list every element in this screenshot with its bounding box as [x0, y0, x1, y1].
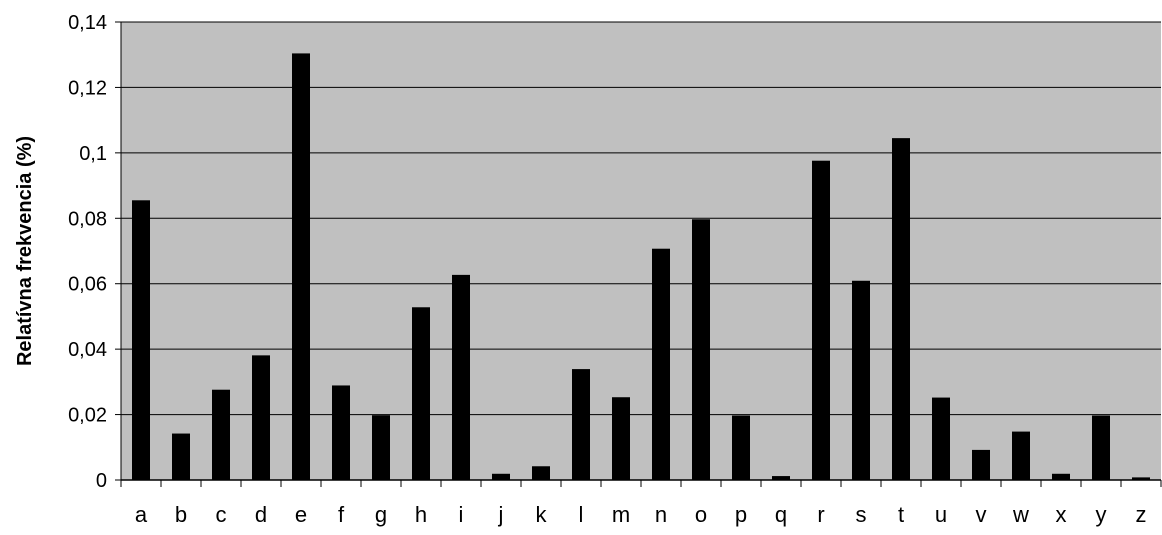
bar-t [892, 138, 910, 480]
bar-k [532, 466, 550, 480]
x-tick-label: s [856, 502, 867, 527]
x-tick-label: e [295, 502, 307, 527]
y-tick-label: 0,06 [68, 274, 107, 296]
x-tick-label: b [175, 502, 187, 527]
plot-area [121, 22, 1161, 480]
x-tick-label: u [935, 502, 947, 527]
bar-f [332, 385, 350, 480]
bar-c [212, 389, 230, 480]
x-tick-label: f [338, 502, 345, 527]
x-tick-label: z [1136, 502, 1147, 527]
x-tick-label: a [135, 502, 148, 527]
x-tick-label: j [498, 502, 504, 527]
x-tick-label: y [1096, 502, 1107, 527]
x-tick-label: k [536, 502, 548, 527]
x-tick-label: o [695, 502, 707, 527]
bar-q [772, 476, 790, 480]
bar-u [932, 397, 950, 480]
bar-a [132, 200, 150, 481]
bar-g [372, 415, 390, 480]
y-tick-label: 0,08 [68, 208, 107, 230]
bar-m [612, 397, 630, 480]
x-tick-label: d [255, 502, 267, 527]
y-tick-label: 0,12 [68, 77, 107, 99]
y-tick-label: 0,04 [68, 339, 107, 361]
bar-l [572, 369, 590, 480]
bar-e [292, 53, 310, 481]
y-tick-label: 0,14 [68, 12, 107, 34]
bar-n [652, 248, 670, 480]
x-tick-label: v [976, 502, 987, 527]
bar-s [852, 280, 870, 480]
bar-p [732, 415, 750, 480]
bar-x [1052, 473, 1070, 480]
bar-h [412, 307, 430, 480]
bar-r [812, 160, 830, 481]
x-tick-label: r [817, 502, 824, 527]
x-tick-label: n [655, 502, 667, 527]
y-tick-label: 0 [96, 470, 107, 492]
x-tick-label: i [459, 502, 464, 527]
y-tick-label: 0,1 [79, 143, 107, 165]
x-tick-label: h [415, 502, 427, 527]
x-tick-label: w [1012, 502, 1029, 527]
y-tick-labels: 0 0,02 0,04 0,06 0,08 0,1 0,12 0,14 [68, 12, 107, 492]
bars [132, 53, 1150, 481]
bar-b [172, 433, 190, 480]
y-tick-label: 0,02 [68, 405, 107, 427]
bar-d [252, 355, 270, 480]
x-tick-label: q [775, 502, 787, 527]
bar-v [972, 449, 990, 480]
bar-w [1012, 431, 1030, 480]
x-tick-label: c [216, 502, 227, 527]
x-tick-label: x [1056, 502, 1067, 527]
bar-j [492, 473, 510, 480]
x-tick-label: l [579, 502, 584, 527]
bar-i [452, 274, 470, 480]
bar-z [1132, 477, 1150, 480]
axes [120, 22, 1162, 487]
x-tick-label: m [612, 502, 630, 527]
x-tick-label: t [898, 502, 904, 527]
y-axis-title: Relatívna frekvencia (%) [14, 136, 36, 366]
bar-y [1092, 415, 1110, 480]
x-tick-label: p [735, 502, 747, 527]
bar-o [692, 219, 710, 480]
x-tick-label: g [375, 502, 387, 527]
